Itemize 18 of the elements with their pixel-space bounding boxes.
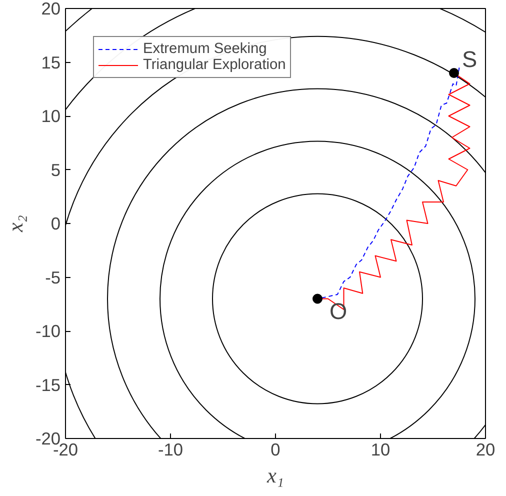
y-tick-label: -15 bbox=[35, 374, 60, 395]
x-tick-label: 20 bbox=[476, 440, 496, 460]
x-tick-label: 0 bbox=[270, 440, 280, 460]
annotation: S bbox=[462, 46, 478, 72]
x-tick-label: 10 bbox=[370, 440, 390, 460]
x-axis-title: x₁ bbox=[266, 464, 284, 488]
x-tick-label: -10 bbox=[158, 440, 184, 460]
y-axis-title: x₂ bbox=[3, 215, 28, 233]
legend-label: Extremum Seeking bbox=[143, 41, 267, 57]
y-tick-label: 15 bbox=[41, 52, 61, 72]
y-tick-label: 20 bbox=[41, 0, 61, 18]
y-tick-label: 5 bbox=[50, 160, 61, 180]
y-tick-label: 10 bbox=[41, 106, 61, 126]
annotation: O bbox=[330, 298, 348, 324]
y-tick-label: -10 bbox=[35, 321, 60, 341]
y-tick-label: 0 bbox=[50, 214, 61, 234]
legend-label: Triangular Exploration bbox=[143, 57, 286, 73]
y-tick-label: -5 bbox=[45, 267, 61, 288]
